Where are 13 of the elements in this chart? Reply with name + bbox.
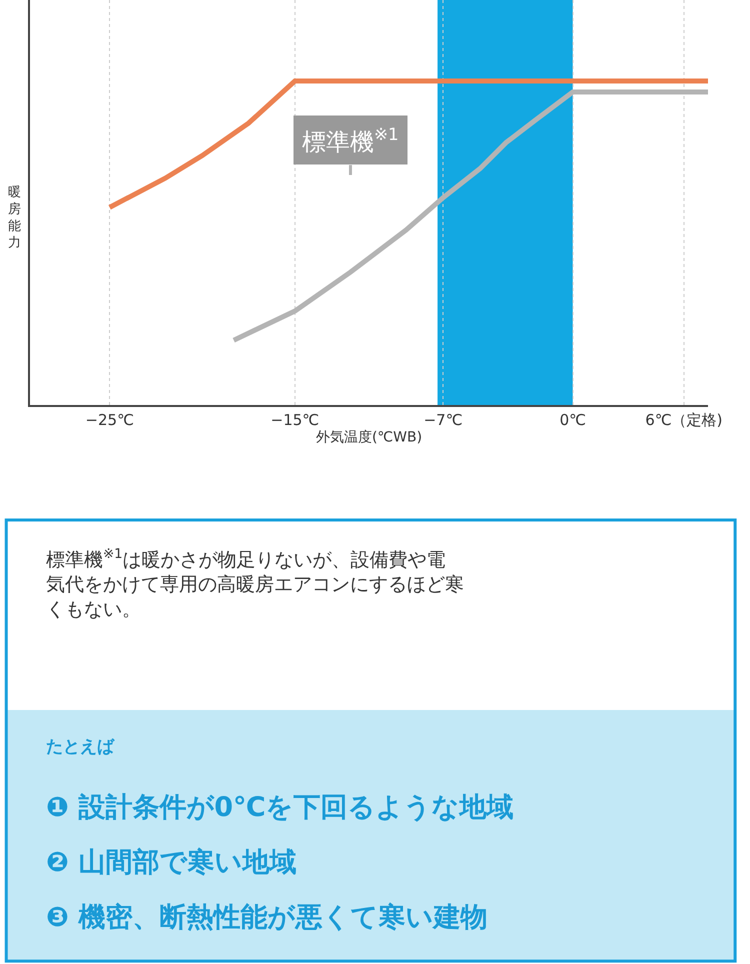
x-axis-title: 外気温度(℃WB) — [316, 430, 422, 446]
text: ❸ 機密、断熱性能が悪くて寒い建物 — [46, 902, 488, 933]
y-axis-title: 暖房能力 — [8, 185, 21, 251]
x-tick-label: −7℃ — [424, 410, 463, 429]
text: ❷ 山間部で寒い地域 — [46, 847, 296, 878]
text: 標準機$^{※1}$は暖かさが物足りないが、設備費や電気代をかけて専用の高暖房エアコンにするほど寒くもない。 — [46, 547, 464, 620]
text: 標準機$^{※1}$ — [302, 124, 399, 156]
x-tick-label: 6℃（定格) — [645, 410, 723, 429]
text: たとえば — [46, 737, 115, 757]
x-tick-label: −15℃ — [270, 410, 320, 429]
text: ❶ 設計条件が0℃を下回るような地域 — [46, 792, 514, 823]
x-tick-label: −25℃ — [85, 410, 134, 429]
x-tick-label: 0℃ — [560, 410, 586, 429]
